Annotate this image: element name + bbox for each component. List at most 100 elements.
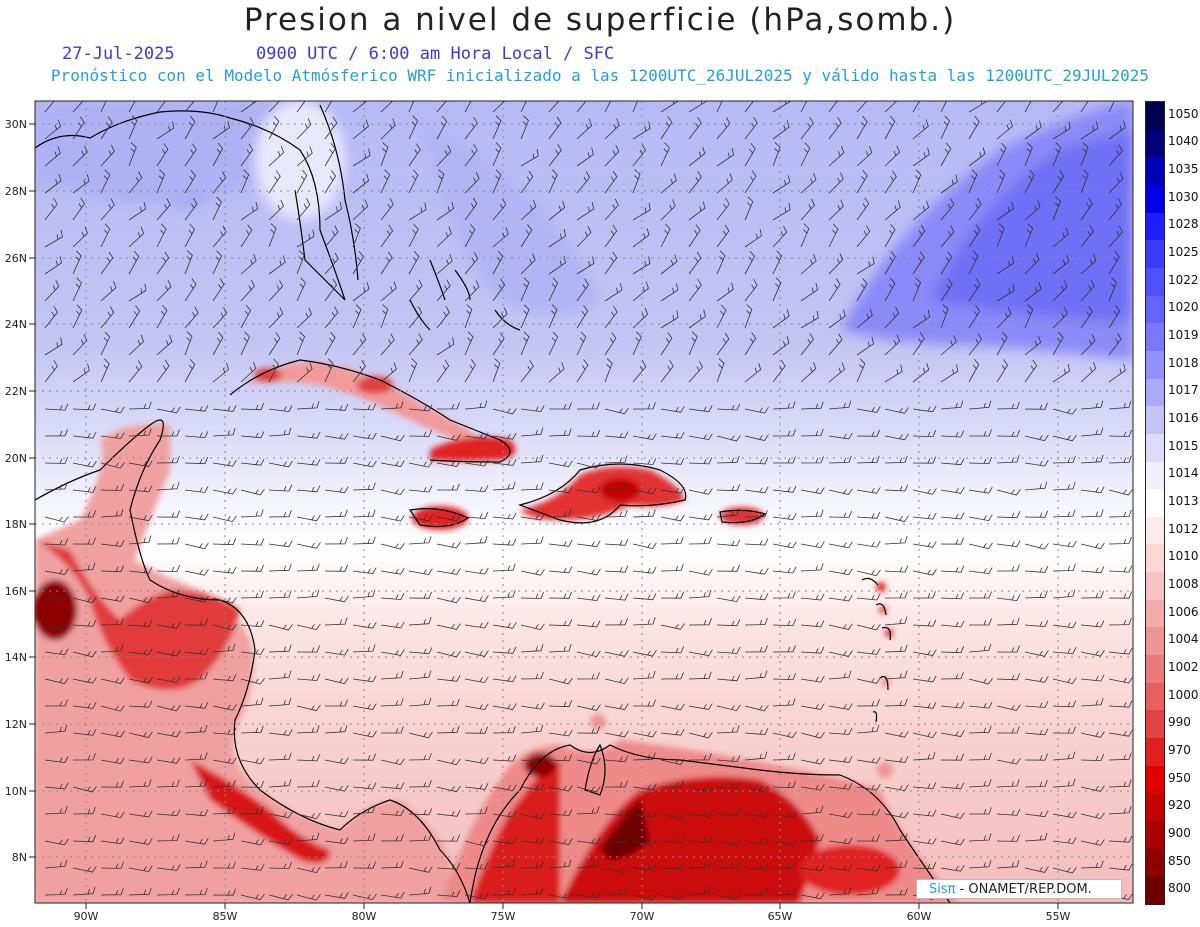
wind-barb xyxy=(100,280,117,302)
wind-barb xyxy=(688,589,712,599)
wind-barb xyxy=(212,832,236,842)
wind-barb xyxy=(72,677,97,684)
wind-barb xyxy=(128,428,152,437)
wind-barb xyxy=(660,836,685,844)
wind-barb xyxy=(520,454,544,464)
wind-barb xyxy=(1080,169,1089,194)
wind-barb xyxy=(268,427,292,437)
wind-barb xyxy=(660,173,677,194)
wind-barb xyxy=(44,538,69,546)
wind-barb xyxy=(996,359,1009,383)
wind-barb xyxy=(604,703,629,710)
wind-barb xyxy=(660,116,673,140)
legend-label: 1008 xyxy=(1168,576,1199,591)
wind-barb xyxy=(520,783,545,791)
wind-barb xyxy=(716,484,741,492)
wind-barb xyxy=(632,894,657,901)
wind-barb xyxy=(212,142,224,167)
wind-barb xyxy=(268,279,284,302)
legend-label: 1010 xyxy=(1168,549,1199,564)
wind-barb xyxy=(268,893,293,901)
wind-barb xyxy=(324,486,349,494)
wind-barb xyxy=(744,486,769,494)
legend-swatch xyxy=(1146,738,1164,767)
wind-barb xyxy=(856,569,881,577)
wind-barb xyxy=(492,408,517,415)
wind-barb xyxy=(1080,121,1099,140)
wind-barb xyxy=(352,833,376,842)
wind-barb xyxy=(268,752,292,761)
wind-barb xyxy=(492,754,517,762)
wind-barb xyxy=(44,101,55,113)
wind-barb xyxy=(520,513,545,521)
wind-barb xyxy=(72,865,97,873)
wind-barb xyxy=(128,676,153,684)
wind-barb xyxy=(296,277,306,302)
wind-barb xyxy=(996,704,1021,711)
wind-barb xyxy=(240,893,265,901)
wind-barb xyxy=(576,568,601,576)
wind-barb xyxy=(800,361,817,383)
wind-barb xyxy=(1052,621,1077,629)
wind-barb xyxy=(436,758,461,766)
wind-barb xyxy=(184,404,209,412)
wind-barb xyxy=(996,808,1021,816)
wind-barb xyxy=(296,866,321,874)
wind-barb xyxy=(408,460,433,468)
wind-barb xyxy=(660,703,685,711)
wind-barb xyxy=(44,648,69,656)
wind-barb xyxy=(1080,400,1104,410)
wind-barb xyxy=(296,307,312,329)
wind-barb xyxy=(184,278,197,302)
wind-barb xyxy=(240,620,265,628)
wind-barb xyxy=(268,358,279,383)
lon-label: 85W xyxy=(213,910,238,923)
legend-label: 1015 xyxy=(1168,438,1199,453)
wind-barb xyxy=(548,200,566,221)
wind-barb xyxy=(576,650,601,658)
wind-barb xyxy=(436,306,450,329)
wind-barb xyxy=(184,860,208,869)
wind-barb xyxy=(717,861,740,869)
wind-barb xyxy=(352,861,376,869)
wind-barb xyxy=(744,887,768,896)
legend-swatch xyxy=(1146,544,1164,573)
wind-barb xyxy=(352,482,376,491)
wind-barb xyxy=(352,333,367,356)
wind-barb xyxy=(436,650,461,658)
wind-barb xyxy=(408,514,433,522)
wind-barb xyxy=(996,594,1021,602)
wind-barb xyxy=(884,565,909,573)
wind-barb xyxy=(1024,200,1041,221)
wind-barb xyxy=(268,199,284,221)
wind-barb xyxy=(44,482,68,491)
wind-barb xyxy=(856,455,880,464)
wind-barb xyxy=(828,670,852,680)
wind-barb xyxy=(604,118,620,140)
wind-barb xyxy=(212,515,237,523)
wind-barb xyxy=(828,101,838,113)
wind-barb xyxy=(660,431,685,439)
legend-swatch xyxy=(1146,350,1164,380)
wind-barb xyxy=(1108,489,1133,496)
wind-barb xyxy=(884,334,901,356)
wind-barb xyxy=(380,460,405,467)
wind-barb xyxy=(1080,427,1104,437)
wind-barb xyxy=(380,224,394,248)
wind-barb xyxy=(940,174,958,194)
wind-barb xyxy=(128,700,153,708)
wind-barb xyxy=(296,832,320,842)
wind-barb xyxy=(968,101,987,113)
wind-barb xyxy=(184,542,209,550)
wind-barb xyxy=(268,838,293,845)
wind-barb xyxy=(548,809,573,817)
wind-barb xyxy=(520,860,544,869)
wind-barb xyxy=(772,175,791,194)
legend-label: 920 xyxy=(1168,798,1191,813)
wind-barb xyxy=(520,569,545,576)
wind-barb xyxy=(632,617,656,626)
wind-barb xyxy=(688,786,713,793)
wind-barb xyxy=(688,224,701,248)
wind-barb xyxy=(884,306,900,329)
wind-barb xyxy=(380,169,391,194)
